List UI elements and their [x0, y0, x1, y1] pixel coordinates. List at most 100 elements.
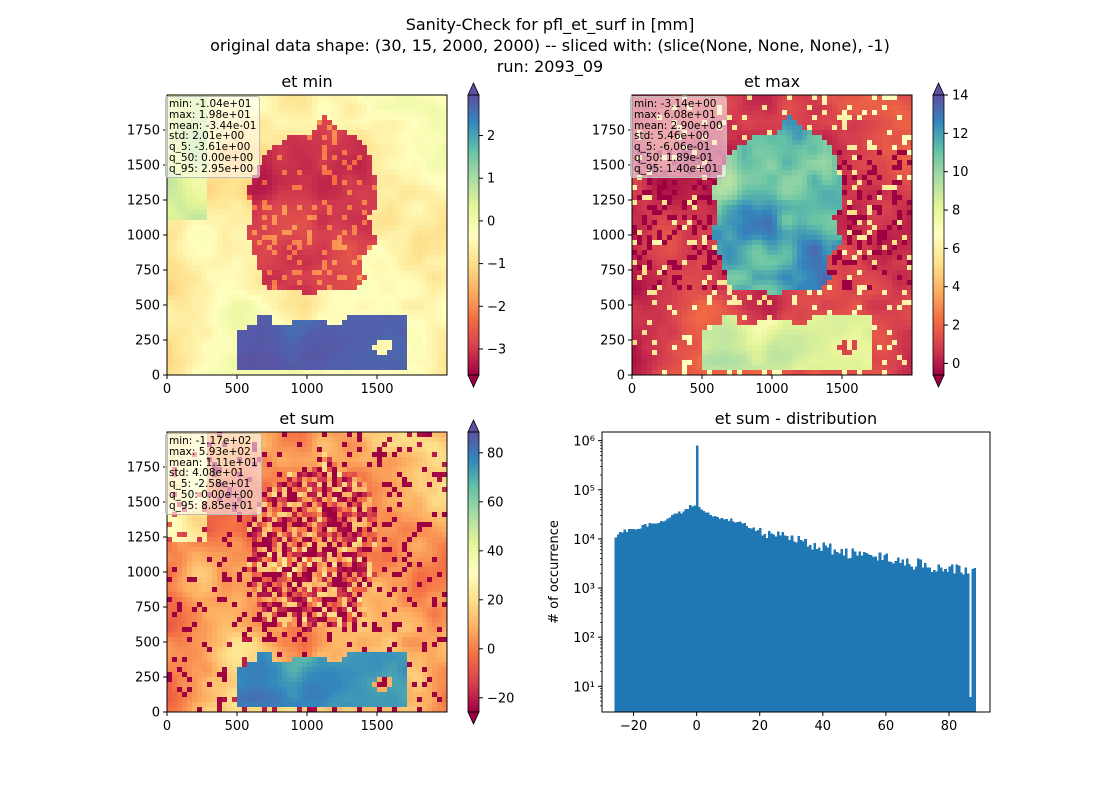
- heatmap-cell: [182, 225, 188, 231]
- heatmap-cell: [172, 365, 178, 371]
- heatmap-cell: [337, 355, 343, 361]
- heatmap-cell: [207, 190, 213, 196]
- heatmap-cell: [737, 340, 743, 346]
- heatmap-cell: [272, 235, 278, 241]
- heatmap-cell: [422, 180, 428, 186]
- heatmap-cell: [672, 230, 678, 236]
- heatmap-cell: [307, 310, 313, 316]
- heatmap-cell: [397, 310, 403, 316]
- heatmap-cell: [182, 185, 188, 191]
- heatmap-cell: [382, 150, 388, 156]
- heatmap-cell: [287, 125, 293, 131]
- heatmap-cell: [637, 265, 643, 271]
- heatmap-cell: [382, 240, 388, 246]
- heatmap-cell: [407, 190, 413, 196]
- heatmap-cell: [322, 370, 328, 376]
- heatmap-cell: [407, 295, 413, 301]
- heatmap-cell: [737, 250, 743, 256]
- heatmap-cell: [722, 270, 728, 276]
- heatmap-cell: [292, 360, 298, 366]
- heatmap-cell: [227, 320, 233, 326]
- heatmap-cell: [302, 190, 308, 196]
- heatmap-cell: [422, 350, 428, 356]
- heatmap-cell: [327, 170, 333, 176]
- heatmap-cell: [177, 245, 183, 251]
- heatmap-cell: [782, 175, 788, 181]
- heatmap-cell: [397, 270, 403, 276]
- heatmap-cell: [712, 200, 718, 206]
- heatmap-cell: [192, 255, 198, 261]
- heatmap-cell: [317, 360, 323, 366]
- heatmap-cell: [387, 340, 393, 346]
- heatmap-cell: [767, 190, 773, 196]
- heatmap-cell: [372, 105, 378, 111]
- heatmap-cell: [717, 275, 723, 281]
- heatmap-cell: [752, 290, 758, 296]
- heatmap-cell: [377, 195, 383, 201]
- heatmap-cell: [742, 205, 748, 211]
- heatmap-cell: [217, 320, 223, 326]
- heatmap-cell: [777, 240, 783, 246]
- heatmap-cell: [402, 220, 408, 226]
- heatmap-cell: [212, 245, 218, 251]
- heatmap-cell: [332, 275, 338, 281]
- heatmap-cell: [702, 240, 708, 246]
- heatmap-cell: [442, 195, 448, 201]
- heatmap-cell: [187, 250, 193, 256]
- heatmap-cell: [302, 355, 308, 361]
- colorbar-tick-label: 1: [487, 172, 495, 187]
- heatmap-cell: [672, 355, 678, 361]
- heatmap-cell: [327, 270, 333, 276]
- heatmap-cell: [287, 170, 293, 176]
- heatmap-cell: [667, 295, 673, 301]
- heatmap-cell: [297, 350, 303, 356]
- heatmap-cell: [792, 135, 798, 141]
- heatmap-cell: [292, 215, 298, 221]
- heatmap-cell: [337, 225, 343, 231]
- heatmap-cell: [367, 315, 373, 321]
- heatmap-cell: [792, 95, 798, 101]
- heatmap-cell: [642, 265, 648, 271]
- heatmap-cell: [202, 320, 208, 326]
- heatmap-cell: [392, 140, 398, 146]
- heatmap-cell: [772, 325, 778, 331]
- heatmap-cell: [377, 305, 383, 311]
- heatmap-cell: [772, 335, 778, 341]
- heatmap-cell: [357, 210, 363, 216]
- heatmap-cell: [752, 100, 758, 106]
- heatmap-cell: [427, 340, 433, 346]
- heatmap-cell: [387, 95, 393, 101]
- heatmap-cell: [282, 225, 288, 231]
- heatmap-cell: [772, 95, 778, 101]
- heatmap-cell: [637, 190, 643, 196]
- heatmap-cell: [292, 355, 298, 361]
- heatmap-cell: [227, 345, 233, 351]
- heatmap-cell: [412, 250, 418, 256]
- heatmap-cell: [347, 305, 353, 311]
- heatmap-cell: [417, 360, 423, 366]
- heatmap-cell: [437, 255, 443, 261]
- heatmap-cell: [782, 260, 788, 266]
- heatmap-cell: [232, 250, 238, 256]
- heatmap-cell: [267, 290, 273, 296]
- colorbar-frame: [467, 94, 480, 376]
- heatmap-cell: [312, 170, 318, 176]
- heatmap-cell: [227, 190, 233, 196]
- heatmap-cell: [182, 250, 188, 256]
- heatmap-cell: [732, 330, 738, 336]
- heatmap-cell: [637, 315, 643, 321]
- heatmap-cell: [727, 130, 733, 136]
- heatmap-cell: [277, 280, 283, 286]
- heatmap-cell: [632, 205, 638, 211]
- heatmap-cell: [272, 315, 278, 321]
- heatmap-cell: [262, 365, 268, 371]
- heatmap-cell: [752, 350, 758, 356]
- heatmap-cell: [397, 325, 403, 331]
- heatmap-cell: [397, 365, 403, 371]
- heatmap-cell: [182, 210, 188, 216]
- heatmap-cell: [227, 270, 233, 276]
- heatmap-cell: [262, 240, 268, 246]
- heatmap-cell: [302, 130, 308, 136]
- heatmap-cell: [757, 305, 763, 311]
- heatmap-cell: [207, 260, 213, 266]
